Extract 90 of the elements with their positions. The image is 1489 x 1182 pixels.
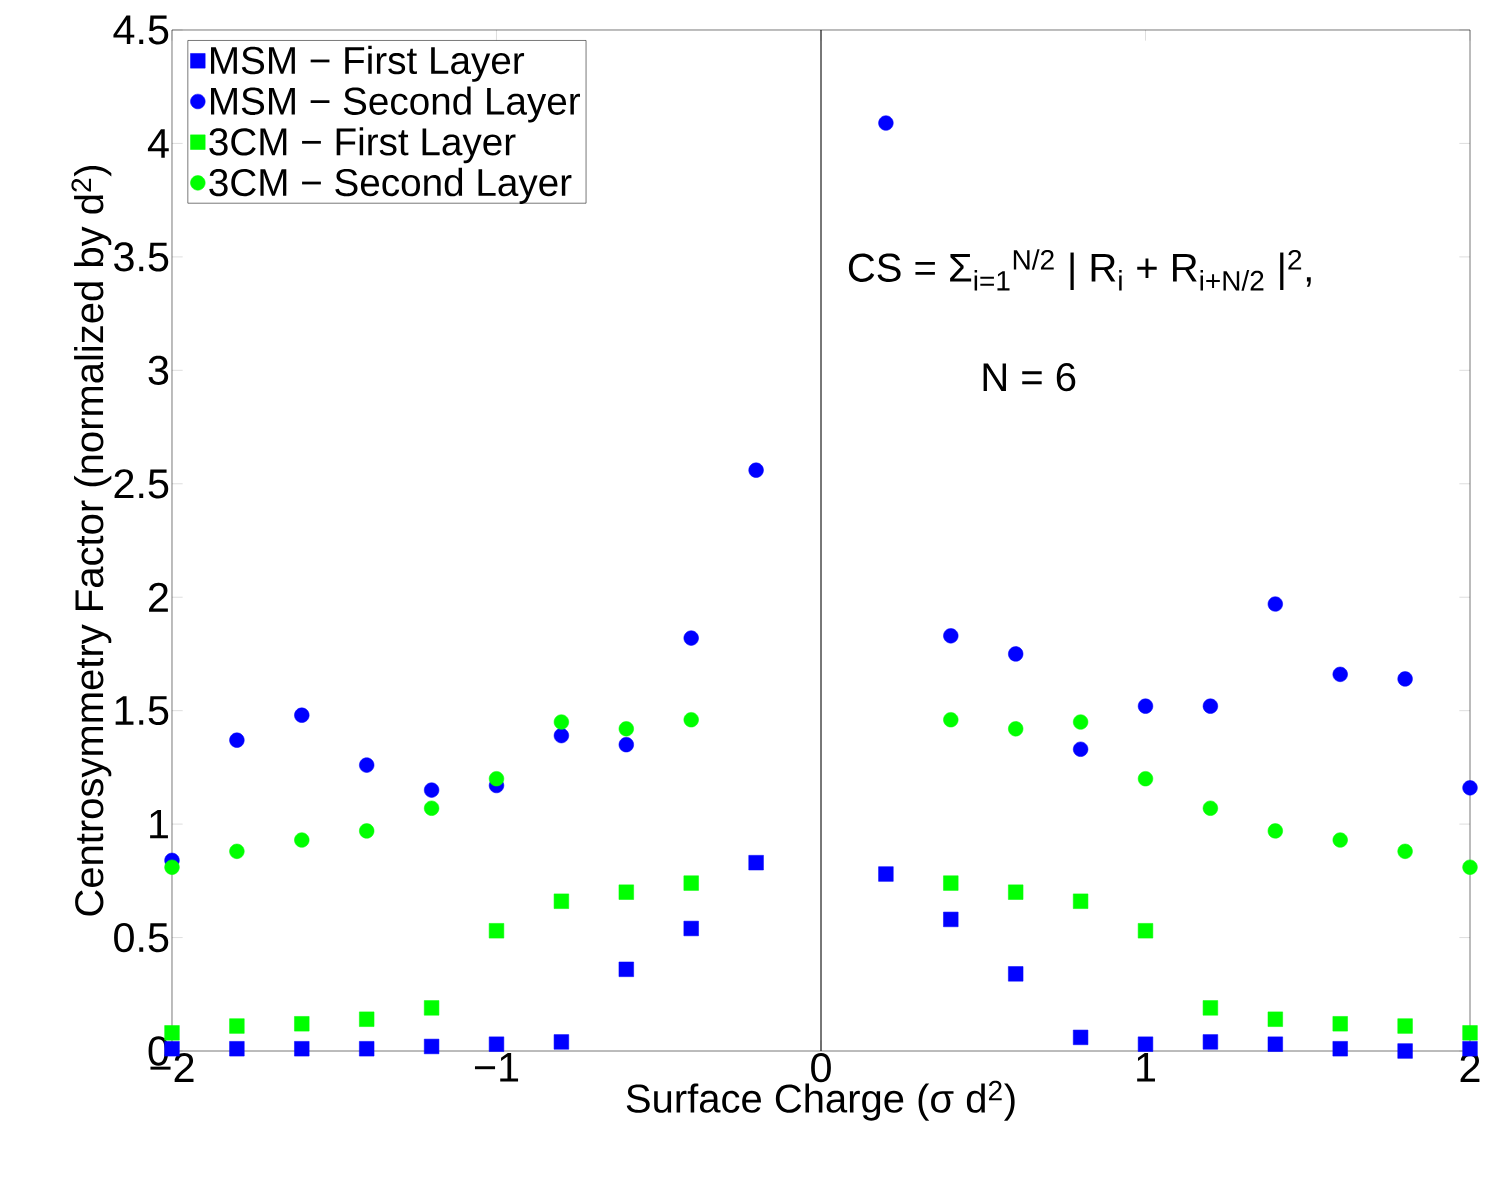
point [1332,1041,1348,1057]
point [1073,1029,1089,1045]
point [683,875,699,891]
point [294,1041,310,1057]
point [1397,671,1413,687]
x-tick-label: 0 [811,1053,831,1083]
point [1332,666,1348,682]
point [1008,721,1024,737]
point [943,712,959,728]
y-tick-label: 3.5 [114,242,169,272]
point [229,1041,245,1057]
point [424,800,440,816]
point [683,630,699,646]
point [1202,800,1219,816]
point [1137,771,1154,787]
point [294,832,310,848]
point [553,714,569,730]
point [1073,893,1089,909]
point [424,782,440,798]
point [424,1038,440,1055]
point [683,920,699,937]
point [1202,1000,1219,1016]
legend-label: 3CM − First Layer [209,127,516,164]
point [1267,1036,1283,1052]
x-tick-label: 1 [1137,1053,1155,1082]
point [294,707,310,723]
y-tick-label: 3 [148,355,169,385]
point [1397,1018,1413,1034]
x-tick-label: −1 [474,1053,519,1082]
point [943,628,959,644]
y-tick-label: 4.5 [113,15,169,45]
point [1397,1043,1413,1059]
point [1267,596,1283,612]
point [1008,646,1024,662]
text: CS = Σ$_{i=1}$$^{N/2}$ | R$_{i}$ + R$_{i+N/2}$ |$^{2}$, [848,249,1311,291]
y-tick-label: 2 [149,582,168,612]
point [943,911,959,928]
point [1008,884,1024,900]
point [553,893,569,909]
point [618,737,634,753]
point [1397,843,1413,859]
point [1202,698,1219,714]
point [1462,780,1478,796]
legend-label: 3CM − Second Layer [209,167,572,204]
point [488,923,505,939]
point [359,757,375,773]
point [748,462,764,478]
point [359,1041,375,1057]
point [1137,1036,1154,1052]
point [1267,823,1283,839]
point [618,884,634,900]
point [878,866,894,882]
point [618,721,634,737]
point [553,1034,569,1050]
point [488,771,505,787]
point [294,1016,310,1032]
point [943,875,959,891]
y-tick-label: 4 [147,129,169,158]
point [553,728,569,744]
point [1073,714,1089,730]
point [1202,1034,1219,1050]
point [1267,1011,1283,1027]
point [164,859,180,875]
point [1332,1016,1348,1032]
point [424,1000,440,1016]
point [1008,966,1024,982]
y-axis-title: Centrosymmetry Factor (normalized by d$^{2}$) [71,165,112,916]
y-tick-label: 0.5 [114,922,169,953]
point [229,843,245,859]
point [1137,923,1154,939]
point [1462,1025,1478,1041]
point [1462,859,1478,875]
y-tick-label: 1 [150,809,168,839]
point [359,823,375,839]
point [229,1018,245,1034]
legend-label: MSM − First Layer [211,45,525,82]
y-tick-label: 2.5 [114,469,169,499]
point [488,1036,505,1052]
y-tick-label: 1.5 [115,696,169,726]
legend-label: MSM − Second Layer [211,86,581,123]
point [878,115,894,131]
point [683,712,699,728]
point [229,732,245,748]
point [748,855,764,871]
point [1137,698,1154,714]
point [359,1011,375,1027]
annotation: N = 6 [983,362,1076,392]
point [618,961,634,977]
point [1073,741,1089,757]
point [1332,832,1348,848]
